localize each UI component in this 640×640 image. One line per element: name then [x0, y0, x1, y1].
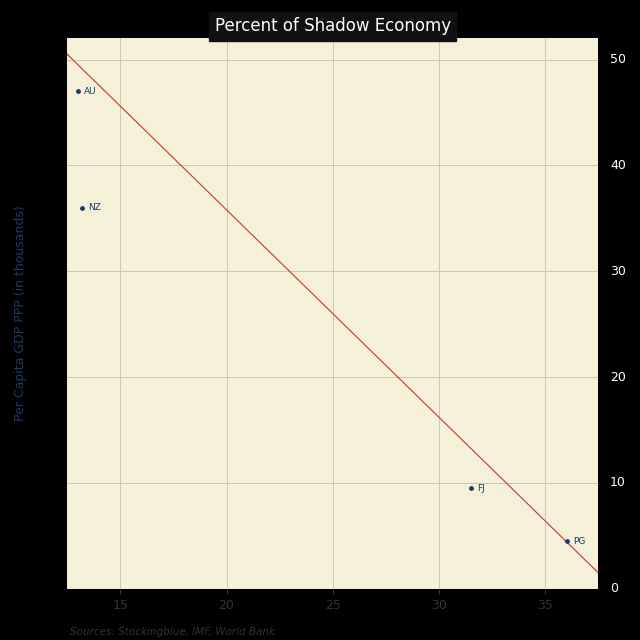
Point: [73, 86, 83, 97]
Text: 10: 10: [610, 476, 626, 490]
Point: [466, 483, 476, 493]
Text: AU: AU: [84, 87, 97, 96]
Text: Per Capita GDP PPP (in thousands): Per Capita GDP PPP (in thousands): [14, 205, 28, 422]
Text: PG: PG: [573, 537, 585, 546]
Text: 50: 50: [610, 53, 626, 66]
Point: [77, 203, 87, 213]
Text: 40: 40: [610, 159, 626, 172]
Point: [561, 536, 572, 547]
Text: FJ: FJ: [477, 484, 485, 493]
Title: Percent of Shadow Economy: Percent of Shadow Economy: [215, 17, 451, 35]
Text: Sources: Stockingblue, IMF, World Bank: Sources: Stockingblue, IMF, World Bank: [70, 627, 275, 637]
Text: 20: 20: [610, 371, 626, 383]
Text: NZ: NZ: [88, 204, 101, 212]
Text: 30: 30: [610, 265, 626, 278]
Text: 0: 0: [610, 582, 618, 595]
